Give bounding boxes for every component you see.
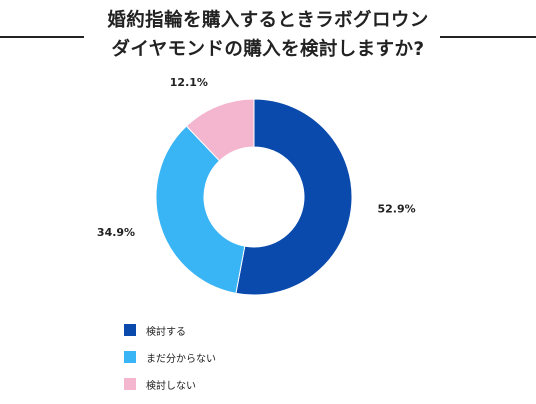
chart-title-line-2: ダイヤモンドの購入を検討しますか? (111, 39, 425, 60)
title-rule-right (440, 36, 536, 38)
value-label-consider: 52.9% (377, 202, 415, 215)
legend-item-not-consider: 検討しない (124, 377, 216, 392)
legend: 検討する まだ分からない 検討しない (124, 323, 216, 404)
value-label-not-consider: 12.1% (170, 76, 208, 89)
legend-label-not-consider: 検討しない (146, 380, 196, 392)
legend-swatch-not-consider (124, 378, 136, 390)
donut-value-labels: 52.9% 34.9% 12.1% (97, 76, 416, 239)
slice-not-consider (185, 98, 255, 162)
slice-consider (235, 98, 353, 296)
donut-slices (155, 98, 353, 296)
title-rule-left (0, 36, 84, 38)
chart-title-line-1: 婚約指輪を購入するときラボグロウン (107, 10, 429, 31)
legend-label-consider: 検討する (146, 326, 186, 338)
legend-swatch-consider (124, 324, 136, 336)
slice-undecided (155, 125, 246, 294)
legend-swatch-undecided (124, 351, 136, 363)
legend-label-undecided: まだ分からない (146, 353, 216, 365)
legend-item-undecided: まだ分からない (124, 350, 216, 365)
value-label-undecided: 34.9% (97, 226, 135, 239)
legend-item-consider: 検討する (124, 323, 216, 338)
chart-title: 婚約指輪を購入するときラボグロウン ダイヤモンドの購入を検討しますか? (96, 6, 440, 64)
title-block: 婚約指輪を購入するときラボグロウン ダイヤモンドの購入を検討しますか? (0, 6, 536, 66)
